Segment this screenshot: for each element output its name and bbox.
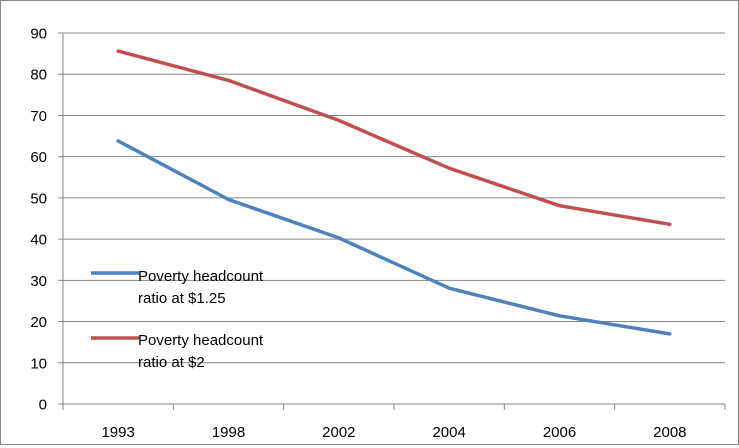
x-axis: 1993 1998 2002 2004 2006 2008 xyxy=(62,403,726,441)
x-tick-label: 2002 xyxy=(322,424,355,441)
gridlines xyxy=(63,32,725,364)
y-tick-label: 70 xyxy=(30,108,47,125)
series-line-2 xyxy=(116,49,672,227)
series-lines xyxy=(116,49,672,336)
x-tick-label: 2008 xyxy=(653,424,686,441)
y-tick-label: 20 xyxy=(30,314,47,331)
legend-label: Poverty headcount xyxy=(138,268,264,285)
y-tick-label: 0 xyxy=(39,397,47,414)
y-tick-label: 30 xyxy=(30,273,47,290)
x-tick-label: 1993 xyxy=(101,424,134,441)
legend-label: ratio at $2 xyxy=(138,354,205,371)
y-tick-label: 90 xyxy=(30,26,47,43)
x-tick-label: 2006 xyxy=(543,424,576,441)
legend: Poverty headcount ratio at $1.25 Poverty h… xyxy=(91,268,264,371)
y-axis: 0 10 20 30 40 50 60 70 80 90 xyxy=(30,26,64,414)
y-tick-label: 60 xyxy=(30,149,47,166)
y-tick-label: 50 xyxy=(30,190,47,207)
legend-label: Poverty headcount xyxy=(138,332,264,349)
y-tick-label: 10 xyxy=(30,355,47,372)
y-tick-label: 40 xyxy=(30,232,47,249)
x-tick-label: 1998 xyxy=(212,424,245,441)
legend-label: ratio at $1.25 xyxy=(138,290,226,307)
series-line-1 xyxy=(116,139,672,336)
y-tick-label: 80 xyxy=(30,67,47,84)
x-tick-label: 2004 xyxy=(432,424,465,441)
